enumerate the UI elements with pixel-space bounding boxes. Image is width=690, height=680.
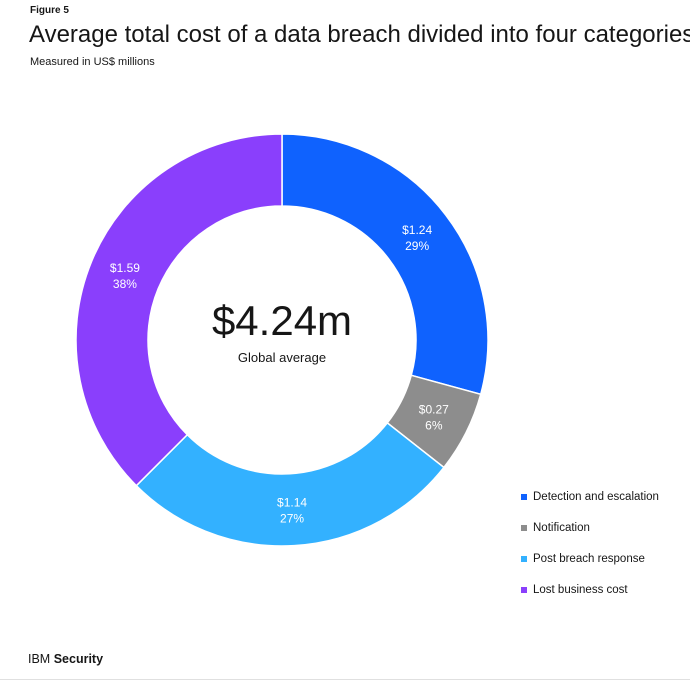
legend-item: Notification [521,512,659,543]
donut-slice [75,133,283,487]
legend-item: Lost business cost [521,574,659,605]
legend-item: Detection and escalation [521,481,659,512]
legend-label: Lost business cost [533,583,628,596]
chart-subtitle: Measured in US$ millions [30,56,155,68]
donut-slices [75,133,489,547]
slice-value-label: $1.14 [277,496,307,510]
slice-percent-label: 38% [113,277,137,291]
chart-title: Average total cost of a data breach divi… [29,21,690,48]
legend-label: Post breach response [533,552,645,565]
donut-chart: $1.24 29% $0.27 6% $1.14 27% $1.59 38% $4.24m G… [75,133,489,547]
legend-swatch [521,493,527,500]
donut-slice [281,133,489,396]
legend-item: Post breach response [521,543,659,574]
footer-product: Security [53,652,104,666]
slice-value-label: $1.24 [402,223,432,237]
footer-brand: IBM [28,652,51,666]
center-label: Global average [238,350,326,365]
slice-percent-label: 29% [405,239,429,253]
figure-label: Figure 5 [30,5,69,16]
legend-label: Detection and escalation [533,490,659,503]
legend-label: Notification [533,521,590,534]
legend-swatch [521,555,527,562]
slice-percent-label: 6% [425,419,443,433]
slice-labels: $1.24 29% $0.27 6% $1.14 27% $1.59 38% [110,223,449,526]
ibm-security-logo: IBM Security [28,652,103,666]
slice-percent-label: 27% [280,512,304,526]
legend-swatch [521,586,527,593]
legend-swatch [521,524,527,531]
center-value: $4.24m [212,297,352,344]
slice-value-label: $0.27 [419,403,449,417]
slice-value-label: $1.59 [110,261,140,275]
chart-legend: Detection and escalation Notification Po… [521,481,659,605]
donut-slice [135,421,445,547]
